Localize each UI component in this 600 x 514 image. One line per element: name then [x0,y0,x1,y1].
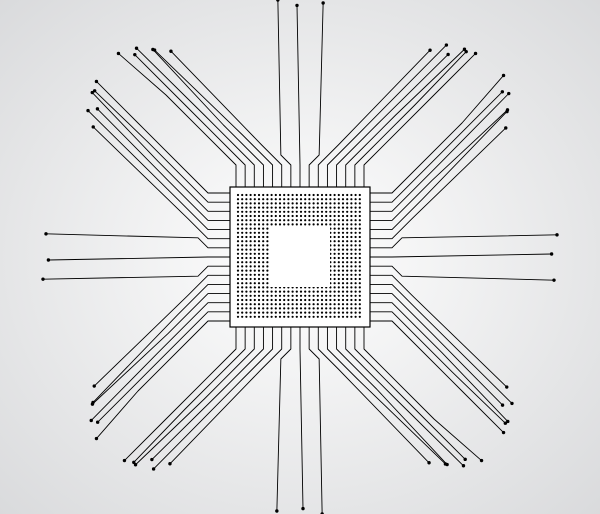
trace-endpoint [92,125,95,128]
trace-endpoint [44,232,47,235]
trace-endpoint [504,421,507,424]
trace-endpoint [480,459,483,462]
trace-endpoint [474,52,477,55]
trace-endpoint [95,437,98,440]
trace-endpoint [93,89,96,92]
trace-endpoint [505,385,508,388]
trace-endpoint [47,258,50,261]
trace-endpoint [446,53,449,56]
trace-endpoint [86,109,89,112]
trace-endpoint [505,110,508,113]
trace-endpoint [552,278,555,281]
trace-endpoint [321,1,324,4]
trace-endpoint [555,233,558,236]
trace-endpoint [133,53,136,56]
trace-endpoint [501,90,504,93]
trace-endpoint [295,4,298,7]
trace-endpoint [96,420,99,423]
trace-endpoint [445,43,448,46]
trace-endpoint [427,461,430,464]
trace-endpoint [444,462,447,465]
trace-endpoint [502,431,505,434]
trace-endpoint [152,467,155,470]
chip-die-window [270,227,330,287]
trace-endpoint [462,464,465,467]
trace-endpoint [550,252,553,255]
trace-endpoint [150,458,153,461]
trace-endpoint [41,277,44,280]
chip [230,187,370,327]
trace-endpoint [504,126,507,129]
trace-endpoint [169,50,172,53]
trace-endpoint [464,50,467,53]
trace-endpoint [153,48,156,51]
trace-endpoint [501,403,504,406]
trace-endpoint [168,462,171,465]
trace-endpoint [301,507,304,510]
trace-endpoint [502,74,505,77]
trace-endpoint [123,459,126,462]
trace-endpoint [132,461,135,464]
cpu-circuit-diagram [0,0,600,514]
trace-endpoint [95,80,98,83]
trace-endpoint [135,47,138,50]
trace-endpoint [507,92,510,95]
cpu-svg [0,0,600,514]
trace-endpoint [91,401,94,404]
trace-endpoint [428,49,431,52]
trace-endpoint [90,419,93,422]
trace-endpoint [117,52,120,55]
trace-endpoint [96,107,99,110]
trace-endpoint [275,509,278,512]
trace-endpoint [510,402,513,405]
trace-endpoint [93,384,96,387]
trace-endpoint [463,458,466,461]
